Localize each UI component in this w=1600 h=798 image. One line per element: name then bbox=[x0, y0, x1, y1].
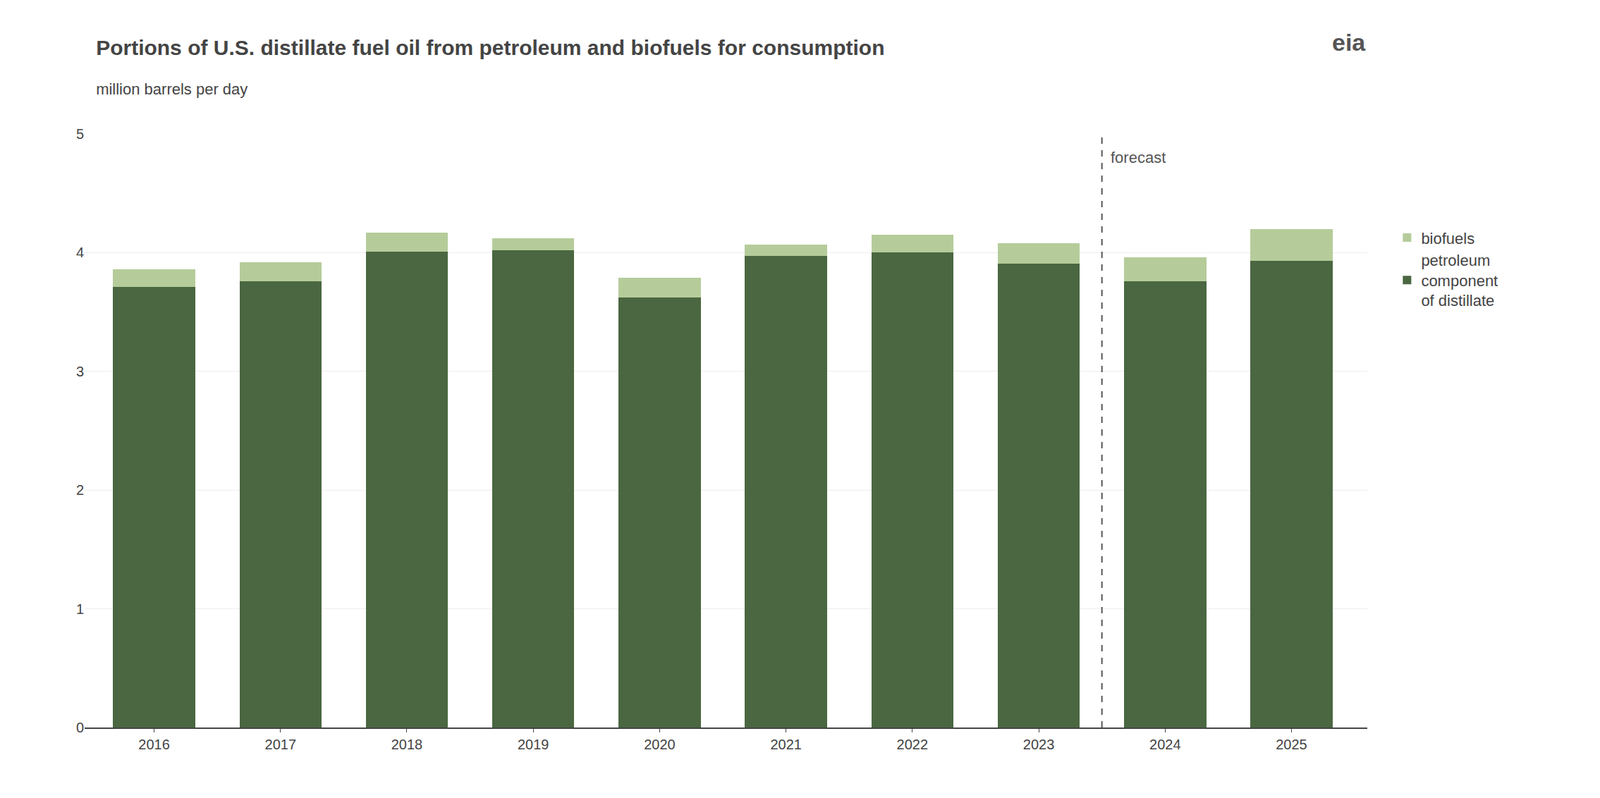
svg-text:2018: 2018 bbox=[391, 736, 424, 753]
svg-text:petroleumcomponentof distillat: petroleumcomponentof distillate bbox=[1420, 251, 1498, 310]
svg-text:Portions of U.S. distillate fu: Portions of U.S. distillate fuel oil fro… bbox=[95, 35, 885, 60]
svg-text:million barrels per day: million barrels per day bbox=[95, 80, 248, 99]
svg-text:2021: 2021 bbox=[770, 736, 802, 753]
svg-text:5: 5 bbox=[76, 126, 84, 142]
svg-text:2025: 2025 bbox=[1275, 736, 1308, 753]
svg-text:2020: 2020 bbox=[643, 736, 676, 753]
svg-text:0: 0 bbox=[76, 719, 84, 736]
svg-text:2: 2 bbox=[76, 482, 84, 498]
svg-text:2017: 2017 bbox=[265, 736, 297, 753]
svg-text:2022: 2022 bbox=[896, 736, 929, 753]
svg-text:4: 4 bbox=[76, 244, 84, 261]
svg-text:forecast: forecast bbox=[1110, 148, 1166, 167]
svg-text:3: 3 bbox=[76, 363, 84, 380]
svg-text:1: 1 bbox=[76, 601, 84, 618]
svg-text:biofuels: biofuels bbox=[1420, 229, 1475, 248]
svg-text:2024: 2024 bbox=[1149, 736, 1182, 753]
svg-text:2016: 2016 bbox=[138, 736, 170, 753]
svg-text:2019: 2019 bbox=[517, 736, 550, 753]
svg-text:2023: 2023 bbox=[1023, 736, 1055, 753]
svg-text:eia: eia bbox=[1332, 28, 1366, 56]
